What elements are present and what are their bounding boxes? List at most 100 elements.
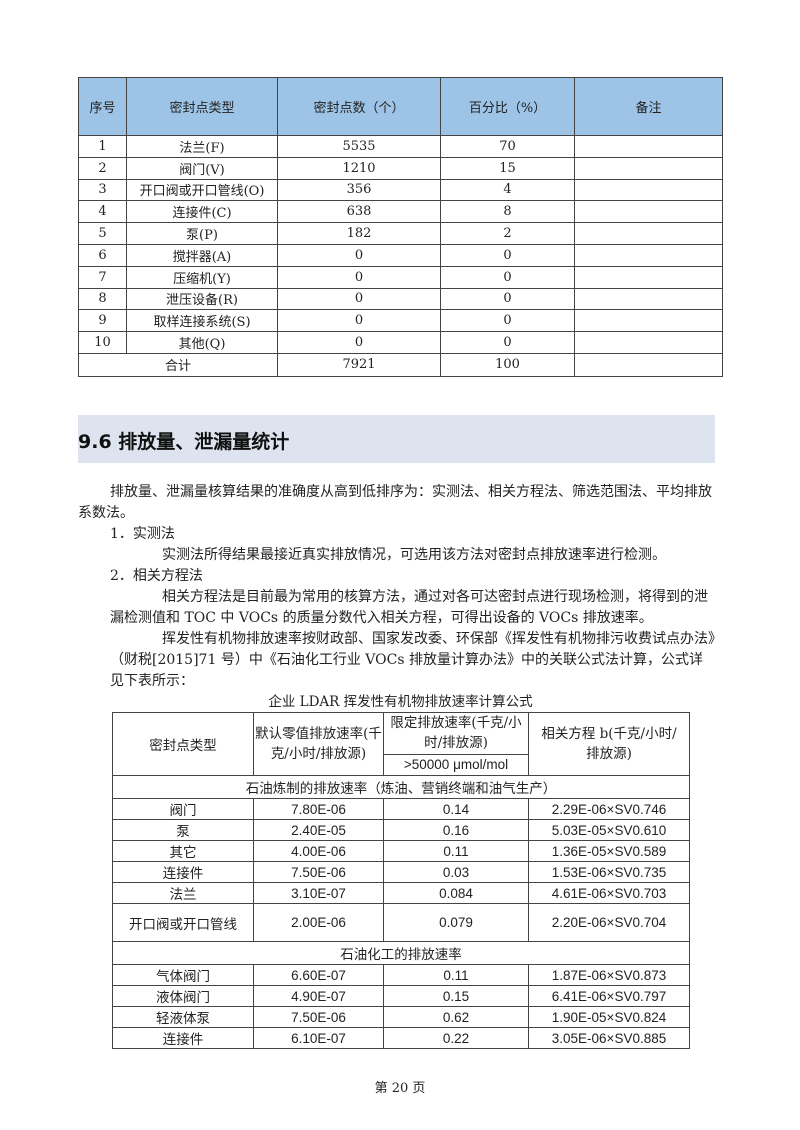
- table-cell: 70: [440, 135, 575, 158]
- table-cell: 3: [78, 178, 127, 202]
- paragraph: 排放量、泄漏量核算结果的准确度从高到低排序为：实测法、相关方程法、筛选范围法、平…: [110, 484, 712, 500]
- table-cell: 0.14: [383, 798, 529, 820]
- table-row: 1 法兰(F) 5535 70: [78, 135, 723, 158]
- table-cell: 0.11: [383, 840, 529, 862]
- table-cell: 0: [277, 331, 441, 354]
- group-row: 石油化工的排放速率: [112, 941, 690, 965]
- table-cell: 4.61E-06×SV0.703: [528, 882, 690, 904]
- table-cell: [574, 309, 723, 333]
- table-row: 8 泄压设备(R) 0 0: [78, 287, 723, 311]
- table-cell: 连接件(C): [126, 200, 278, 224]
- table-row: 法兰 3.10E-07 0.084 4.61E-06×SV0.703: [112, 882, 690, 904]
- table-cell: 8: [440, 200, 575, 224]
- section-title: 9.6 排放量、泄漏量统计: [78, 431, 290, 453]
- table-cell: 阀门: [112, 798, 254, 820]
- table-row: 5 泵(P) 182 2: [78, 222, 723, 245]
- total-cell: [574, 352, 723, 377]
- total-row: 合计 7921 100: [78, 352, 723, 377]
- table-cell: 1.87E-06×SV0.873: [528, 964, 690, 986]
- table-row: 连接件 6.10E-07 0.22 3.05E-06×SV0.885: [112, 1027, 690, 1049]
- table-cell: [574, 200, 723, 224]
- table-cell: 1.90E-05×SV0.824: [528, 1006, 690, 1028]
- table-cell: 9: [78, 309, 127, 333]
- table-cell: 7.50E-06: [253, 1006, 384, 1028]
- table-cell: 10: [78, 331, 127, 354]
- header-cell: 密封点类型: [126, 77, 278, 136]
- header-cell: 序号: [78, 77, 127, 136]
- table-caption: 企业 LDAR 挥发性有机物排放速率计算公式: [268, 694, 533, 710]
- table-row: 气体阀门 6.60E-07 0.11 1.87E-06×SV0.873: [112, 964, 690, 986]
- list-heading: 2．相关方程法: [110, 568, 203, 584]
- table-cell: 0: [277, 243, 441, 267]
- table-cell: 2.00E-06: [253, 903, 384, 942]
- table-cell: 0.22: [383, 1027, 529, 1049]
- table-cell: 4.00E-06: [253, 840, 384, 862]
- table-cell: 0: [440, 287, 575, 311]
- table-cell: 0.62: [383, 1006, 529, 1028]
- table-cell: 泄压设备(R): [126, 287, 278, 311]
- table-cell: 5: [78, 222, 127, 245]
- table-cell: 法兰(F): [126, 135, 278, 158]
- table-cell: 3.10E-07: [253, 882, 384, 904]
- section-heading: 9.6 排放量、泄漏量统计: [78, 415, 715, 463]
- table-cell: 638: [277, 200, 441, 224]
- table-row: 连接件 7.50E-06 0.03 1.53E-06×SV0.735: [112, 861, 690, 883]
- header-cell: >50000 μmol/mol: [383, 753, 529, 777]
- table-cell: 其他(Q): [126, 331, 278, 354]
- table-cell: 轻液体泵: [112, 1006, 254, 1028]
- page-number: 第 20 页: [374, 1081, 426, 1096]
- table-cell: 5.03E-05×SV0.610: [528, 819, 690, 841]
- group-title: 石油炼制的排放速率（炼油、营销终端和油气生产）: [112, 775, 690, 799]
- table-cell: 2: [440, 222, 575, 245]
- table-cell: 0: [440, 331, 575, 354]
- table-row: 6 搅拌器(A) 0 0: [78, 243, 723, 267]
- header-cell: 密封点类型: [112, 712, 254, 776]
- table-cell: 356: [277, 178, 441, 202]
- table-cell: [574, 222, 723, 245]
- table-row: 3 开口阀或开口管线(O) 356 4: [78, 178, 723, 202]
- header-cell: 限定排放速率(千克/小时/排放源): [383, 712, 529, 755]
- total-cell: 合计: [78, 352, 278, 377]
- table-cell: 0: [440, 309, 575, 333]
- table-cell: 泵: [112, 819, 254, 841]
- table-row: 9 取样连接系统(S) 0 0: [78, 309, 723, 333]
- table-cell: 2.20E-06×SV0.704: [528, 903, 690, 942]
- paragraph: 见下表所示：: [110, 673, 194, 689]
- table-cell: 连接件: [112, 1027, 254, 1049]
- table-cell: [574, 287, 723, 311]
- table-cell: 0: [277, 309, 441, 333]
- table-cell: 2: [78, 156, 127, 180]
- table-row: 轻液体泵 7.50E-06 0.62 1.90E-05×SV0.824: [112, 1006, 690, 1028]
- table-cell: 阀门(V): [126, 156, 278, 180]
- header-cell: 百分比（%）: [440, 77, 575, 136]
- table-cell: 7: [78, 265, 127, 289]
- table-cell: 4: [440, 178, 575, 202]
- table-cell: 0.079: [383, 903, 529, 942]
- table-row: 10 其他(Q) 0 0: [78, 331, 723, 354]
- table-cell: 0.16: [383, 819, 529, 841]
- table-cell: [574, 243, 723, 267]
- table-cell: 0: [440, 243, 575, 267]
- table-row: 2 阀门(V) 1210 15: [78, 156, 723, 180]
- table-cell: 0.15: [383, 985, 529, 1007]
- group-title: 石油化工的排放速率: [112, 941, 690, 965]
- table-cell: [574, 265, 723, 289]
- table-cell: 0: [440, 265, 575, 289]
- table-cell: 开口阀或开口管线(O): [126, 178, 278, 202]
- table-cell: 0: [277, 265, 441, 289]
- table-cell: 5535: [277, 135, 441, 158]
- header-cell: 默认零值排放速率(千克/小时/排放源): [253, 712, 384, 776]
- seal-point-table: 序号 密封点类型 密封点数（个） 百分比（%） 备注 1 法兰(F) 5535 70 2…: [78, 77, 723, 377]
- table-cell: 搅拌器(A): [126, 243, 278, 267]
- table-cell: 0: [277, 287, 441, 311]
- table-cell: 15: [440, 156, 575, 180]
- table-cell: 1: [78, 135, 127, 158]
- table-cell: 1.53E-06×SV0.735: [528, 861, 690, 883]
- table-cell: [574, 156, 723, 180]
- table-cell: 4.90E-07: [253, 985, 384, 1007]
- table-cell: 0.03: [383, 861, 529, 883]
- table-cell: 气体阀门: [112, 964, 254, 986]
- table-cell: 182: [277, 222, 441, 245]
- table-cell: 8: [78, 287, 127, 311]
- table-cell: 6.41E-06×SV0.797: [528, 985, 690, 1007]
